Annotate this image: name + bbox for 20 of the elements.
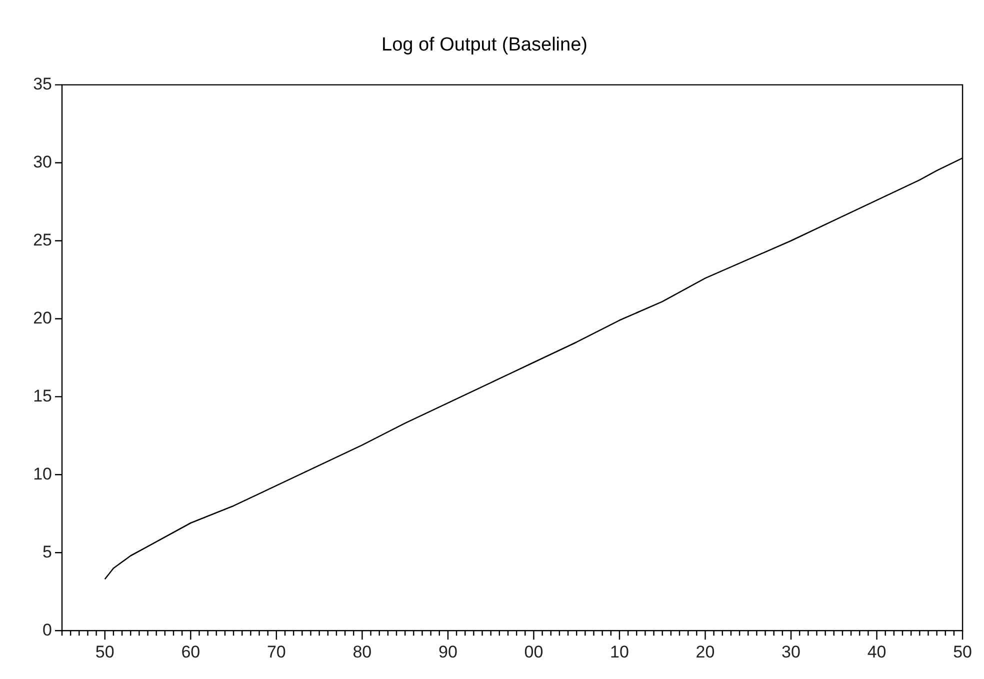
y-tick-label: 30 (33, 152, 52, 172)
x-tick-label: 80 (352, 642, 372, 662)
chart-title: Log of Output (Baseline) (382, 34, 588, 56)
y-tick-label: 35 (33, 74, 52, 94)
y-tick-label: 0 (42, 620, 52, 640)
x-tick-label: 30 (782, 642, 800, 662)
x-tick-label: 10 (610, 642, 629, 662)
x-tick-label: 00 (524, 642, 544, 662)
x-tick-label: 60 (181, 642, 200, 662)
y-tick-label: 25 (33, 230, 52, 250)
y-tick-label: 20 (33, 308, 52, 328)
x-tick-label: 40 (867, 642, 886, 662)
x-tick-label: 20 (696, 642, 715, 662)
x-tick-label: 90 (438, 642, 458, 662)
x-tick-label: 50 (953, 642, 972, 662)
x-tick-label: 50 (95, 642, 114, 662)
y-tick-label: 10 (33, 464, 52, 484)
x-tick-label: 70 (266, 642, 286, 662)
y-tick-label: 5 (42, 542, 52, 562)
y-tick-label: 15 (33, 386, 52, 406)
